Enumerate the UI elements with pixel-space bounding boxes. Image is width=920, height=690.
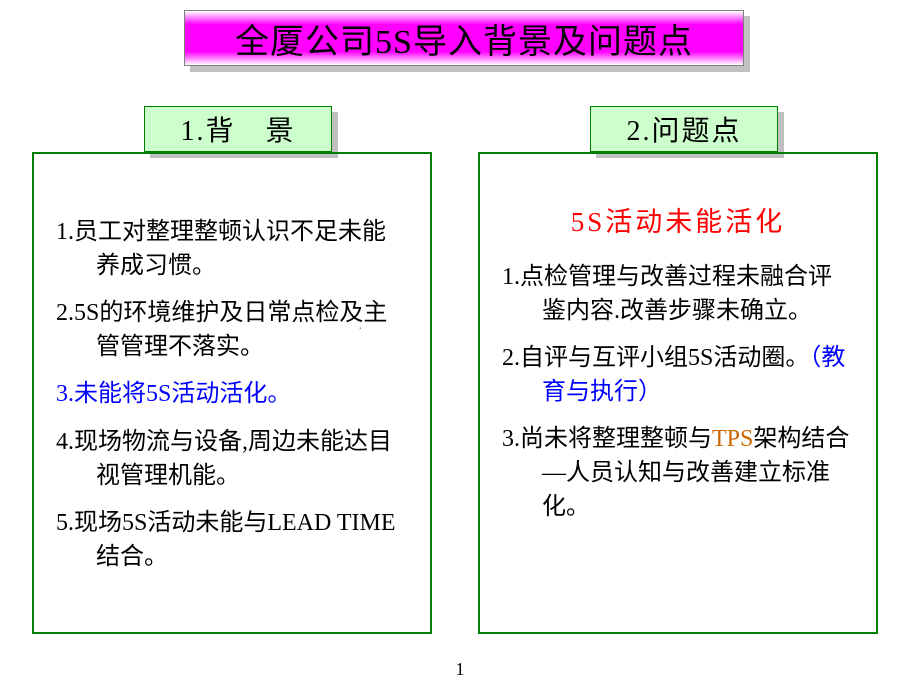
right-item-2-prefix: 2.自评与互评小组5S活动圈。: [502, 345, 809, 371]
left-item-2: 2.5S的环境维护及日常点检及主管管理不落实。: [56, 297, 408, 364]
page-number: 1: [456, 659, 465, 680]
right-item-3-prefix: 3.尚未将整理整顿与: [502, 426, 712, 452]
right-content-box: 5S活动未能活化 1.点检管理与改善过程未融合评鉴内容.改善步骤未确立。 2.自…: [478, 152, 878, 634]
left-item-3: 3.未能将5S活动活化。: [56, 378, 408, 412]
right-header-box: 2.问题点: [590, 106, 778, 152]
right-subtitle: 5S活动未能活化: [502, 200, 854, 239]
left-header-text: 1.背 景: [180, 109, 295, 149]
right-item-3-mid: TPS: [712, 426, 753, 452]
title-box: 全厦公司5S导入背景及问题点: [184, 10, 744, 66]
right-item-1: 1.点检管理与改善过程未融合评鉴内容.改善步骤未确立。: [502, 261, 854, 328]
right-item-2: 2.自评与互评小组5S活动圈。（教育与执行）: [502, 342, 854, 409]
main-title: 全厦公司5S导入背景及问题点: [235, 14, 693, 63]
dot-marker: ·: [358, 322, 363, 338]
left-item-1: 1.员工对整理整顿认识不足未能养成习惯。: [56, 216, 408, 283]
left-item-5: 5.现场5S活动未能与LEAD TIME 结合。: [56, 507, 408, 574]
right-item-3: 3.尚未将整理整顿与TPS架构结合—人员认知与改善建立标准化。: [502, 423, 854, 524]
left-header-box: 1.背 景: [144, 106, 332, 152]
right-header-text: 2.问题点: [626, 109, 741, 149]
left-content-box: 1.员工对整理整顿认识不足未能养成习惯。 2.5S的环境维护及日常点检及主管管理…: [32, 152, 432, 634]
left-item-4: 4.现场物流与设备,周边未能达目视管理机能。: [56, 426, 408, 493]
